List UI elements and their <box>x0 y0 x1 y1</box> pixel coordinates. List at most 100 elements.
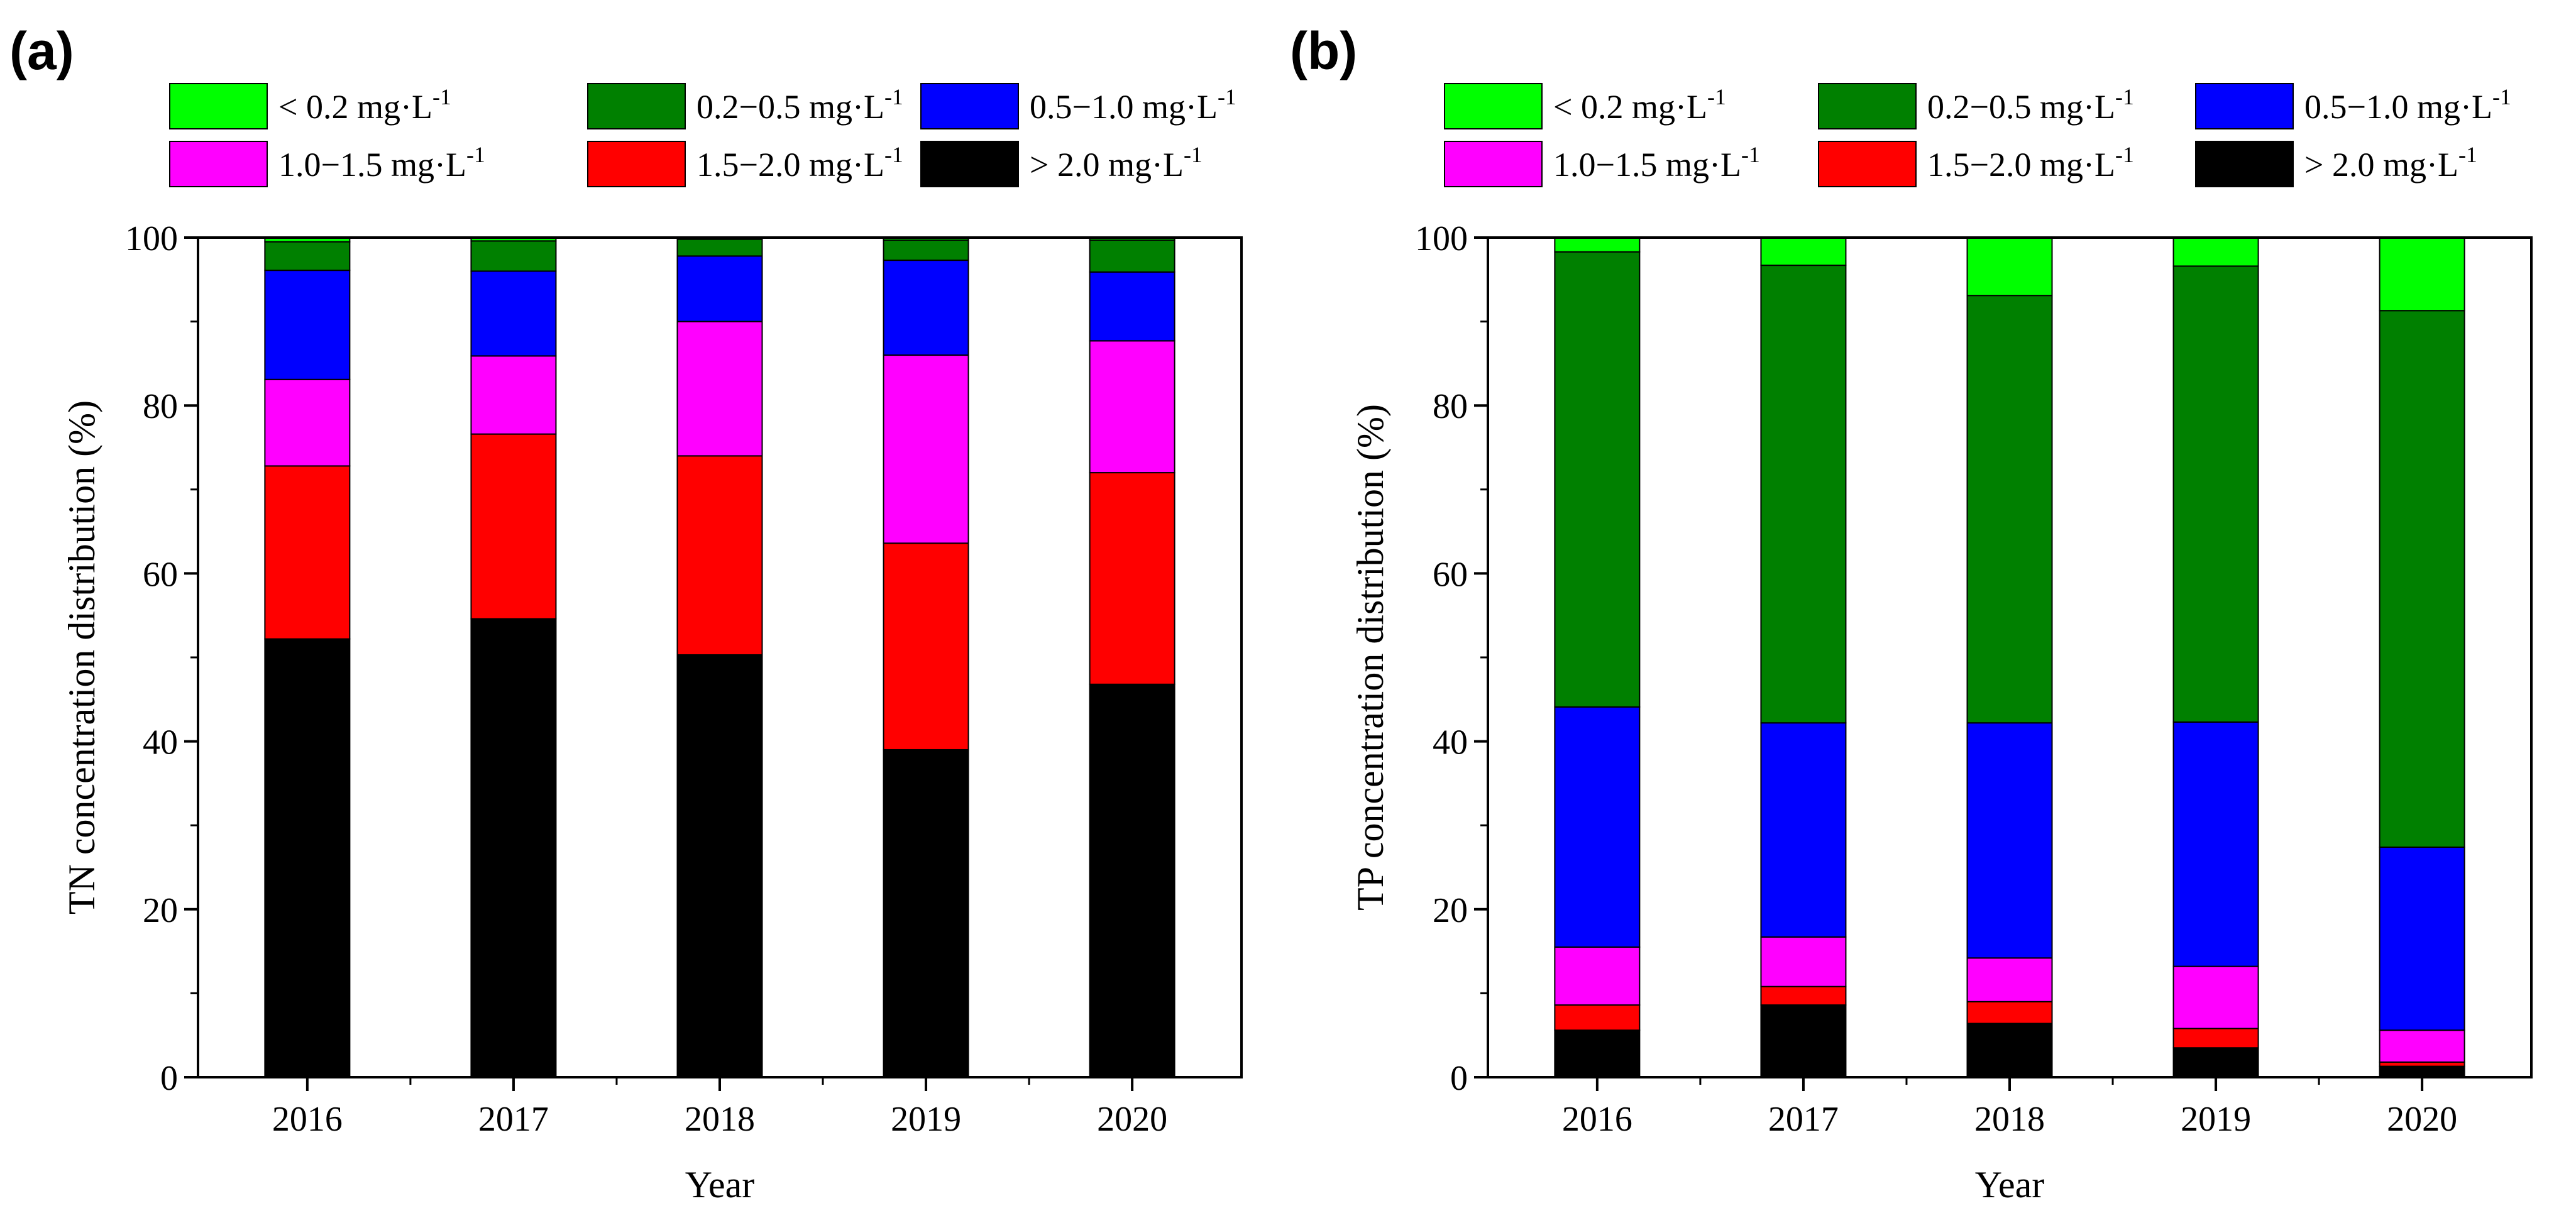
bar-segment <box>1760 722 1847 938</box>
bar-segment <box>2379 1065 2465 1078</box>
bar-segment <box>470 240 557 272</box>
panel-label: (a) <box>9 21 74 80</box>
legend-label: 1.5−2.0 mg·L-1 <box>1927 142 2134 184</box>
x-tick-label: 2020 <box>2387 1100 2457 1139</box>
x-tick-label: 2019 <box>2181 1100 2251 1139</box>
legend-swatch <box>1818 141 1917 187</box>
bar-segment <box>1966 957 2053 1002</box>
bar-segment <box>470 270 557 357</box>
bar-segment <box>883 354 969 544</box>
legend-label: 1.0−1.5 mg·L-1 <box>1553 142 1760 184</box>
bar-segment <box>2172 237 2259 267</box>
panel-b-tp: (b) < 0.2 mg·L-1 0.2−0.5 mg·L-1 0.5−1.0 mg… <box>1290 21 2533 1205</box>
y-axis-label: TP concentration distribution (%) <box>1350 404 1391 911</box>
bar-segment <box>264 378 351 467</box>
legend: < 0.2 mg·L-1 0.2−0.5 mg·L-1 0.5−1.0 mg·L-1… <box>1444 83 2511 187</box>
y-tick-label: 40 <box>1433 723 1468 762</box>
bar-segment <box>1966 1001 2053 1024</box>
legend-label: 0.5−1.0 mg·L-1 <box>2304 84 2511 126</box>
y-axis: 0 20 40 60 80 100 <box>1415 219 1488 1098</box>
bar-segment <box>1089 340 1175 474</box>
bar-segment <box>2379 237 2465 312</box>
y-tick-label: 0 <box>1450 1059 1468 1098</box>
bar-segment <box>1760 1004 1847 1078</box>
y-tick-label: 20 <box>143 891 178 930</box>
legend-swatch <box>1444 141 1543 187</box>
bars <box>1554 237 2465 1078</box>
x-axis-label: Year <box>1975 1164 2045 1205</box>
x-axis: 2016 2017 2018 2019 2020 <box>272 1077 1167 1139</box>
x-axis: 2016 2017 2018 2019 2020 <box>1562 1077 2457 1139</box>
bar-segment <box>2172 1047 2259 1078</box>
y-tick-label: 100 <box>1415 219 1468 258</box>
bar-segment <box>1554 1004 1641 1031</box>
bar-segment <box>1760 936 1847 987</box>
legend-swatch <box>169 141 268 187</box>
x-tick-label: 2018 <box>685 1100 755 1139</box>
bar-segment <box>470 618 557 1078</box>
bar-segment <box>1089 271 1175 342</box>
legend-label: 1.0−1.5 mg·L-1 <box>278 142 485 184</box>
x-tick-label: 2020 <box>1097 1100 1167 1139</box>
y-tick-label: 60 <box>143 555 178 594</box>
bar-segment <box>676 321 763 457</box>
bar-segment <box>883 542 969 750</box>
bar-segment <box>1760 985 1847 1006</box>
bar-segment <box>676 238 763 257</box>
x-tick-label: 2016 <box>272 1100 343 1139</box>
y-tick-label: 80 <box>143 387 178 426</box>
legend: < 0.2 mg·L-1 0.2−0.5 mg·L-1 0.5−1.0 mg·L-1… <box>169 83 1236 187</box>
legend-swatch <box>2195 141 2294 187</box>
panel-a-tn: (a) < 0.2 mg·L-1 0.2−0.5 mg·L-1 0.5−1.0 mg… <box>9 21 1243 1205</box>
bar-segment <box>1089 239 1175 273</box>
y-axis-label: TN concentration distribution (%) <box>61 400 102 914</box>
legend-label: < 0.2 mg·L-1 <box>1553 84 1726 126</box>
y-axis: 0 20 40 60 80 100 <box>125 219 198 1098</box>
legend-label: > 2.0 mg·L-1 <box>1030 142 1203 184</box>
bar-segment <box>2172 265 2259 723</box>
legend-label: 0.2−0.5 mg·L-1 <box>696 84 903 126</box>
bar-segment <box>2379 310 2465 848</box>
legend-swatch <box>169 83 268 129</box>
x-tick-label: 2019 <box>891 1100 961 1139</box>
y-tick-label: 40 <box>143 723 178 762</box>
bar-segment <box>2379 846 2465 1031</box>
bar-segment <box>1089 683 1175 1078</box>
legend-label: 0.2−0.5 mg·L-1 <box>1927 84 2134 126</box>
bar-segment <box>883 239 969 261</box>
legend-swatch <box>1818 83 1917 129</box>
bar-segment <box>1966 237 2053 297</box>
legend-swatch <box>2195 83 2294 129</box>
bar-segment <box>1966 1023 2053 1078</box>
bar-segment <box>264 638 351 1078</box>
bar-segment <box>1966 295 2053 724</box>
bars <box>264 237 1175 1078</box>
bar-segment <box>264 270 351 380</box>
bar-segment <box>1760 265 1847 724</box>
x-tick-label: 2016 <box>1562 1100 1632 1139</box>
bar-segment <box>1554 237 1641 253</box>
y-tick-label: 100 <box>125 219 178 258</box>
x-tick-label: 2018 <box>1974 1100 2045 1139</box>
bar-segment <box>676 455 763 656</box>
bar-segment <box>1554 1029 1641 1078</box>
legend-swatch <box>587 141 686 187</box>
bar-segment <box>676 654 763 1078</box>
y-tick-label: 60 <box>1433 555 1468 594</box>
y-tick-label: 0 <box>160 1059 178 1098</box>
legend-swatch <box>1444 83 1543 129</box>
bar-segment <box>2379 1061 2465 1067</box>
bar-segment <box>1554 706 1641 948</box>
bar-segment <box>883 260 969 356</box>
panel-label: (b) <box>1290 21 1357 80</box>
bar-segment <box>264 465 351 640</box>
legend-swatch <box>920 83 1019 129</box>
bar-segment <box>1966 722 2053 959</box>
y-tick-label: 80 <box>1433 387 1468 426</box>
bar-segment <box>264 241 351 272</box>
bar-segment <box>1760 237 1847 266</box>
bar-segment <box>676 255 763 322</box>
bar-segment <box>2172 1028 2259 1049</box>
legend-label: < 0.2 mg·L-1 <box>278 84 451 126</box>
